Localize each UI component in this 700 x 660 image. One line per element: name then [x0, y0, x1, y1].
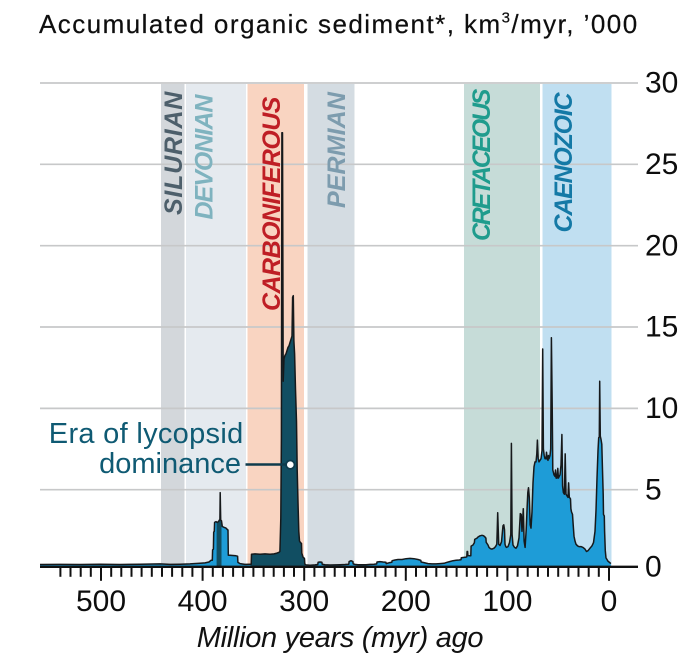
svg-text:15: 15: [645, 311, 678, 344]
svg-text:5: 5: [645, 473, 662, 506]
svg-text:DEVONIAN: DEVONIAN: [191, 94, 219, 220]
svg-text:CRETACEOUS: CRETACEOUS: [468, 88, 496, 241]
svg-text:SILURIAN: SILURIAN: [160, 91, 188, 215]
svg-text:30: 30: [645, 67, 678, 100]
svg-text:Million years (myr) ago: Million years (myr) ago: [197, 622, 484, 654]
svg-text:20: 20: [645, 229, 678, 262]
svg-text:200: 200: [381, 585, 431, 618]
svg-text:500: 500: [76, 585, 126, 618]
svg-text:Era of lycopsid: Era of lycopsid: [49, 418, 244, 450]
svg-text:CAENOZOIC: CAENOZOIC: [550, 91, 578, 232]
svg-text:10: 10: [645, 392, 678, 425]
svg-text:400: 400: [178, 585, 228, 618]
svg-text:dominance: dominance: [99, 448, 241, 480]
svg-text:0: 0: [601, 585, 618, 618]
svg-text:PERMIAN: PERMIAN: [323, 91, 351, 208]
svg-text:25: 25: [645, 148, 678, 181]
svg-text:300: 300: [279, 585, 329, 618]
svg-text:Accumulated organic sediment*,: Accumulated organic sediment*, km3/myr, …: [39, 9, 639, 39]
svg-text:100: 100: [482, 585, 532, 618]
svg-text:0: 0: [645, 551, 662, 584]
